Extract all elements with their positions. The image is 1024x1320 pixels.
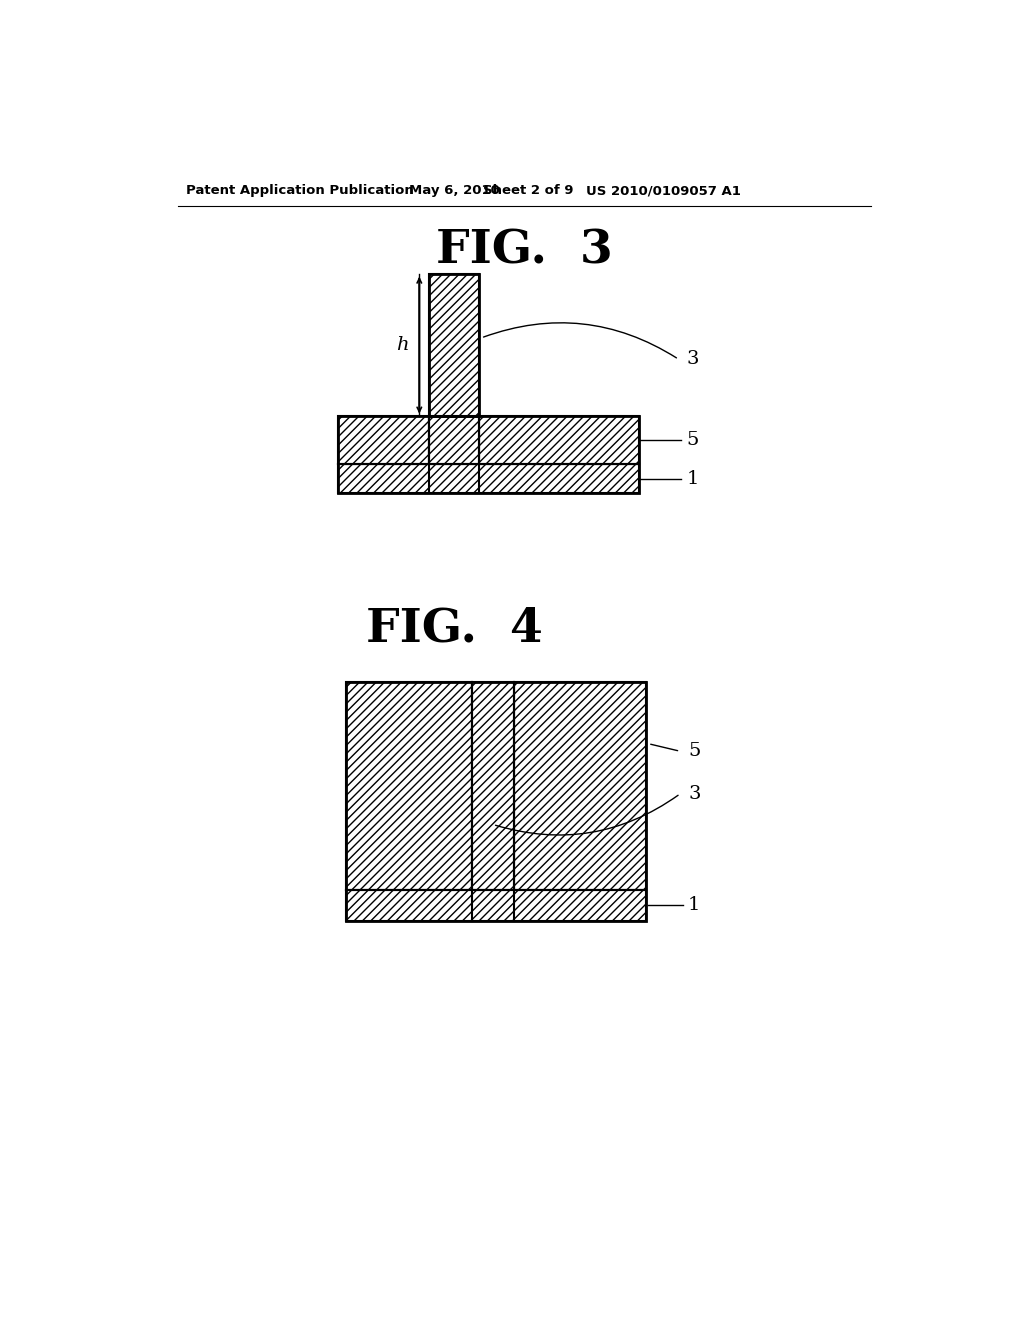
FancyBboxPatch shape [346, 890, 646, 921]
Bar [346, 682, 646, 921]
Text: Sheet 2 of 9: Sheet 2 of 9 [483, 185, 573, 197]
Text: 5: 5 [688, 742, 700, 760]
Text: May 6, 2010: May 6, 2010 [410, 185, 500, 197]
Text: 5: 5 [686, 432, 698, 449]
Bar [339, 416, 639, 494]
Text: 3: 3 [688, 784, 700, 803]
FancyBboxPatch shape [339, 465, 639, 494]
Bar [429, 275, 478, 416]
Text: 1: 1 [686, 470, 698, 487]
FancyBboxPatch shape [472, 682, 514, 890]
Text: FIG.  4: FIG. 4 [366, 605, 543, 651]
Text: FIG.  3: FIG. 3 [436, 228, 613, 273]
Text: US 2010/0109057 A1: US 2010/0109057 A1 [587, 185, 741, 197]
FancyBboxPatch shape [346, 682, 472, 890]
Text: Patent Application Publication: Patent Application Publication [186, 185, 414, 197]
Text: h: h [396, 337, 409, 354]
FancyBboxPatch shape [514, 682, 646, 890]
FancyBboxPatch shape [429, 275, 478, 416]
FancyBboxPatch shape [339, 416, 429, 465]
FancyBboxPatch shape [478, 416, 639, 465]
FancyBboxPatch shape [429, 416, 478, 465]
Text: 1: 1 [688, 896, 700, 915]
Text: 3: 3 [686, 350, 699, 368]
